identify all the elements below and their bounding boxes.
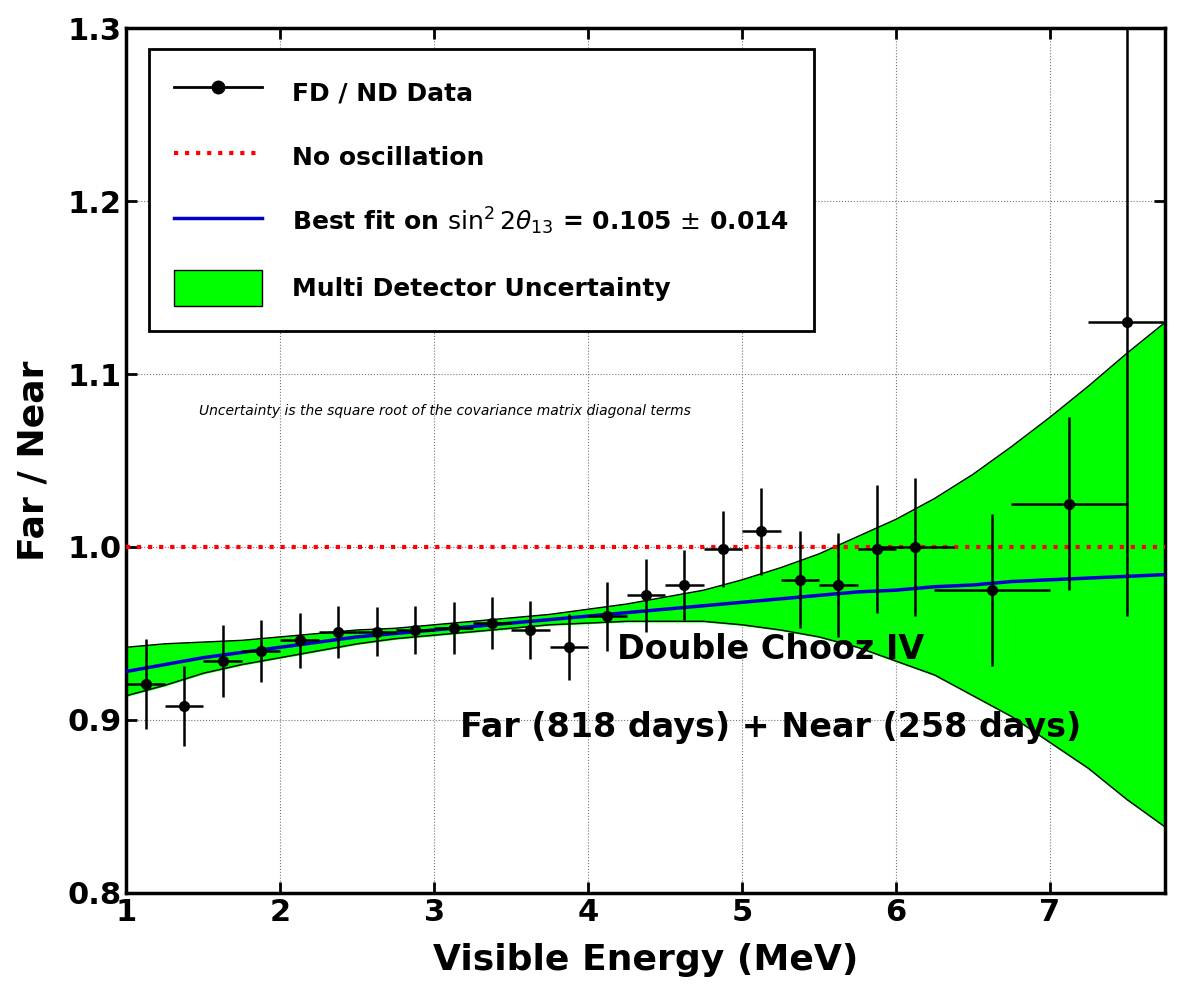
X-axis label: Visible Energy (MeV): Visible Energy (MeV) (433, 943, 858, 977)
Text: Double Chooz IV: Double Chooz IV (617, 633, 924, 666)
Text: Uncertainty is the square root of the covariance matrix diagonal terms: Uncertainty is the square root of the co… (199, 405, 691, 418)
Legend: FD / ND Data, No oscillation, Best fit on $\sin^2 2\theta_{13}$ = 0.105 $\pm$ 0.: FD / ND Data, No oscillation, Best fit o… (149, 50, 814, 331)
Y-axis label: Far / Near: Far / Near (17, 360, 51, 561)
Text: Far (818 days) + Near (258 days): Far (818 days) + Near (258 days) (460, 712, 1082, 745)
